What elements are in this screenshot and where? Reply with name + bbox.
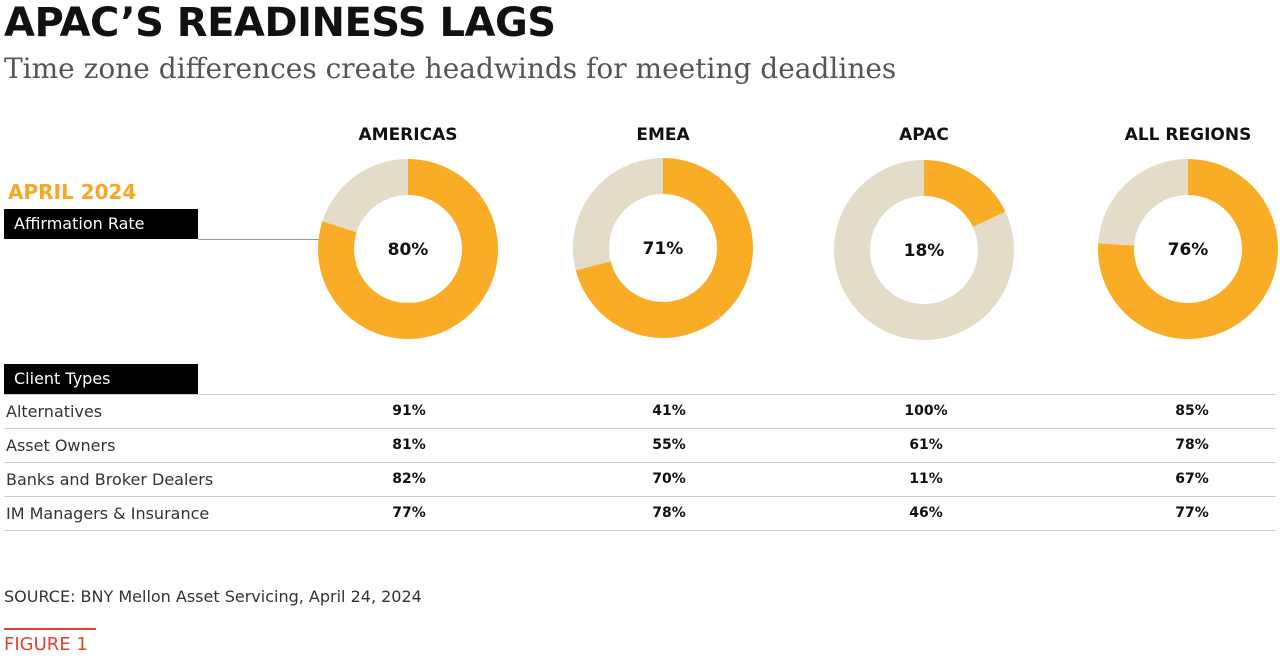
table-cell: 70% — [652, 471, 686, 487]
client-types-label: Client Types — [4, 364, 198, 394]
table-cell: 82% — [392, 471, 426, 487]
donut-remainder-apac — [834, 160, 1015, 340]
donut-slice-apac — [924, 160, 1006, 228]
donut-slice-americas — [318, 159, 499, 339]
donut-value-apac: 18% — [904, 241, 945, 261]
donut-slice-all-regions — [1098, 159, 1278, 339]
affirmation-rate-label: Affirmation Rate — [4, 209, 198, 239]
row-label: IM Managers & Insurance — [6, 504, 210, 523]
donut-value-all-regions: 76% — [1168, 240, 1209, 260]
page-title: APAC’S READINESS LAGS — [4, 0, 556, 46]
figure-rule — [4, 628, 96, 630]
label-connector-line — [198, 239, 322, 240]
donut-remainder-americas — [322, 159, 408, 233]
figure-label: FIGURE 1 — [4, 634, 88, 655]
table-row: Banks and Broker Dealers 82% 70% 11% 67% — [4, 463, 1276, 497]
table-cell: 85% — [1175, 403, 1209, 419]
region-header-apac: APAC — [899, 125, 949, 145]
table-row: IM Managers & Insurance 77% 78% 46% 77% — [4, 497, 1276, 531]
source-note: SOURCE: BNY Mellon Asset Servicing, Apri… — [4, 587, 422, 606]
client-types-table: Alternatives 91% 41% 100% 85% Asset Owners 81%… — [4, 394, 1276, 531]
table-cell: 61% — [909, 437, 943, 453]
table-cell: 55% — [652, 437, 686, 453]
table-row: Alternatives 91% 41% 100% 85% — [4, 395, 1276, 429]
table-cell: 11% — [909, 471, 943, 487]
table-cell: 41% — [652, 403, 686, 419]
row-label: Alternatives — [6, 402, 103, 421]
table-cell: 100% — [904, 403, 948, 419]
table-cell: 78% — [652, 505, 686, 521]
table-cell: 67% — [1175, 471, 1209, 487]
donut-value-americas: 80% — [388, 240, 429, 260]
donut-remainder-emea — [573, 158, 663, 271]
donut-charts: AMERICAS 80% EMEA 71% APAC 18% ALL REGIONS 76% — [318, 125, 1278, 340]
period-label: APRIL 2024 — [8, 180, 137, 204]
table-cell: 77% — [1175, 505, 1209, 521]
table-cell: 81% — [392, 437, 426, 453]
table-cell: 91% — [392, 403, 426, 419]
donut-slice-emea — [575, 158, 753, 338]
region-header-all-regions: ALL REGIONS — [1125, 125, 1252, 145]
table-row: Asset Owners 81% 55% 61% 78% — [4, 429, 1276, 463]
row-label: Asset Owners — [6, 436, 116, 455]
region-header-emea: EMEA — [636, 125, 690, 145]
table-cell: 77% — [392, 505, 426, 521]
donut-remainder-all-regions — [1098, 158, 1188, 246]
page-subtitle: Time zone differences create headwinds f… — [4, 52, 897, 85]
table-cell: 78% — [1175, 437, 1209, 453]
donut-value-emea: 71% — [643, 239, 684, 259]
table-cell: 46% — [909, 505, 943, 521]
row-label: Banks and Broker Dealers — [6, 470, 214, 489]
region-header-americas: AMERICAS — [359, 125, 458, 145]
